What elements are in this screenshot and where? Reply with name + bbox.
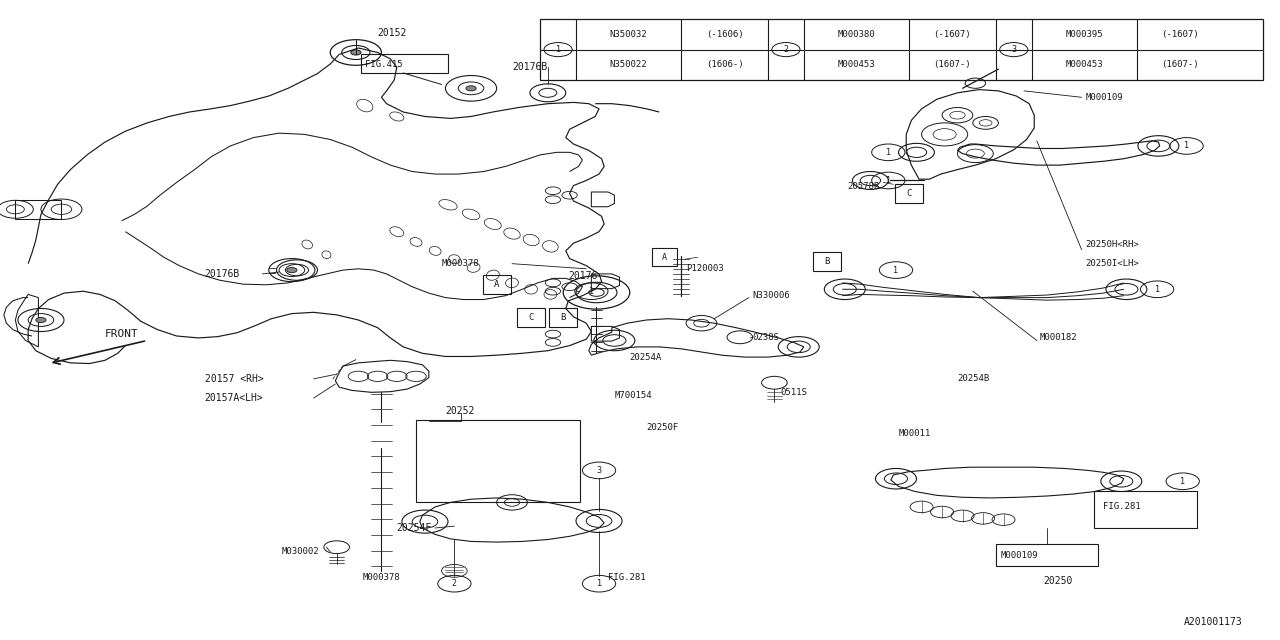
- Text: B: B: [824, 257, 829, 266]
- Text: 3: 3: [1011, 45, 1016, 54]
- Text: M000453: M000453: [837, 60, 876, 69]
- Text: M000378: M000378: [362, 573, 399, 582]
- Text: 20176: 20176: [568, 271, 598, 282]
- Text: 1: 1: [886, 148, 891, 157]
- Text: M000109: M000109: [1001, 551, 1038, 560]
- Text: C: C: [906, 189, 911, 198]
- Text: N330006: N330006: [753, 291, 790, 300]
- Text: 0238S: 0238S: [753, 333, 780, 342]
- Text: 0511S: 0511S: [781, 388, 808, 397]
- Text: (1607-): (1607-): [933, 60, 972, 69]
- Text: 20250: 20250: [1043, 576, 1073, 586]
- Bar: [517, 308, 545, 327]
- Text: P120003: P120003: [686, 264, 723, 273]
- Text: 20157 <RH>: 20157 <RH>: [205, 374, 264, 384]
- Text: FIG.281: FIG.281: [1103, 502, 1140, 511]
- Text: 20250H<RH>: 20250H<RH>: [1085, 240, 1139, 249]
- Text: FRONT: FRONT: [105, 329, 138, 339]
- Text: M000182: M000182: [1039, 333, 1076, 342]
- Text: 1: 1: [556, 45, 561, 54]
- Text: M000380: M000380: [837, 30, 876, 39]
- Text: 20176B: 20176B: [512, 62, 548, 72]
- Text: M030002: M030002: [282, 547, 319, 556]
- Text: (-1606): (-1606): [705, 30, 744, 39]
- Text: M00011: M00011: [899, 429, 931, 438]
- Text: 20176B: 20176B: [205, 269, 241, 279]
- Text: A201001173: A201001173: [1184, 617, 1243, 627]
- Text: (1607-): (1607-): [1161, 60, 1199, 69]
- Bar: [895, 184, 923, 203]
- Bar: [416, 420, 580, 502]
- Bar: [1094, 491, 1197, 528]
- Bar: [549, 308, 577, 327]
- Text: M000453: M000453: [1065, 60, 1103, 69]
- Text: (-1607): (-1607): [933, 30, 972, 39]
- Text: 20254F: 20254F: [397, 523, 433, 533]
- Text: 20250F: 20250F: [646, 423, 678, 432]
- Text: 1: 1: [1180, 477, 1185, 486]
- Text: 2: 2: [452, 579, 457, 588]
- Bar: [540, 19, 1263, 80]
- Bar: [996, 544, 1098, 566]
- Text: 1: 1: [1155, 285, 1160, 294]
- Text: 1: 1: [1184, 141, 1189, 150]
- Text: 20252: 20252: [445, 406, 475, 416]
- Text: 20254A: 20254A: [630, 353, 662, 362]
- Text: (-1607): (-1607): [1161, 30, 1199, 39]
- Bar: [813, 252, 841, 271]
- Bar: [361, 54, 448, 73]
- Text: FIG.281: FIG.281: [608, 573, 645, 582]
- Text: M000378: M000378: [442, 259, 479, 268]
- Text: 20250I<LH>: 20250I<LH>: [1085, 259, 1139, 268]
- Text: M000395: M000395: [1065, 30, 1103, 39]
- Text: 20578B: 20578B: [847, 182, 879, 191]
- Text: 2: 2: [783, 45, 788, 54]
- Text: N350022: N350022: [609, 60, 648, 69]
- Text: M700154: M700154: [614, 391, 652, 400]
- Text: 1: 1: [596, 579, 602, 588]
- Text: C: C: [529, 313, 534, 322]
- Bar: [483, 275, 511, 294]
- Text: A: A: [494, 280, 499, 289]
- Text: M000109: M000109: [1085, 93, 1123, 102]
- Text: 1: 1: [893, 266, 899, 275]
- Text: 1: 1: [589, 287, 594, 296]
- Text: N350032: N350032: [609, 30, 648, 39]
- Text: 3: 3: [596, 466, 602, 475]
- Circle shape: [36, 317, 46, 323]
- Text: 20254B: 20254B: [957, 374, 989, 383]
- Text: 20152: 20152: [378, 28, 407, 38]
- Circle shape: [351, 50, 361, 55]
- Circle shape: [287, 268, 297, 273]
- Text: 20157A<LH>: 20157A<LH>: [205, 393, 264, 403]
- Text: A: A: [662, 253, 667, 262]
- Text: FIG.415: FIG.415: [365, 60, 402, 68]
- Text: (1606-): (1606-): [705, 60, 744, 69]
- Circle shape: [466, 86, 476, 91]
- Bar: [652, 248, 677, 266]
- Text: 1: 1: [886, 176, 891, 185]
- Text: B: B: [561, 313, 566, 322]
